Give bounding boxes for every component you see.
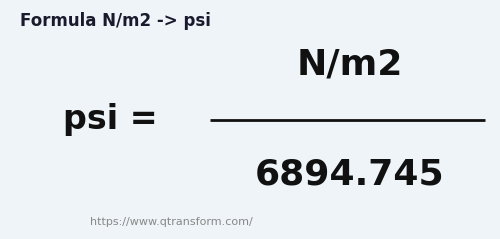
Text: Formula N/m2 -> psi: Formula N/m2 -> psi [20, 12, 211, 30]
Text: https://www.qtransform.com/: https://www.qtransform.com/ [90, 217, 253, 227]
Text: 6894.745: 6894.745 [255, 158, 445, 191]
Text: N/m2: N/m2 [297, 48, 403, 81]
Text: psi =: psi = [62, 103, 158, 136]
